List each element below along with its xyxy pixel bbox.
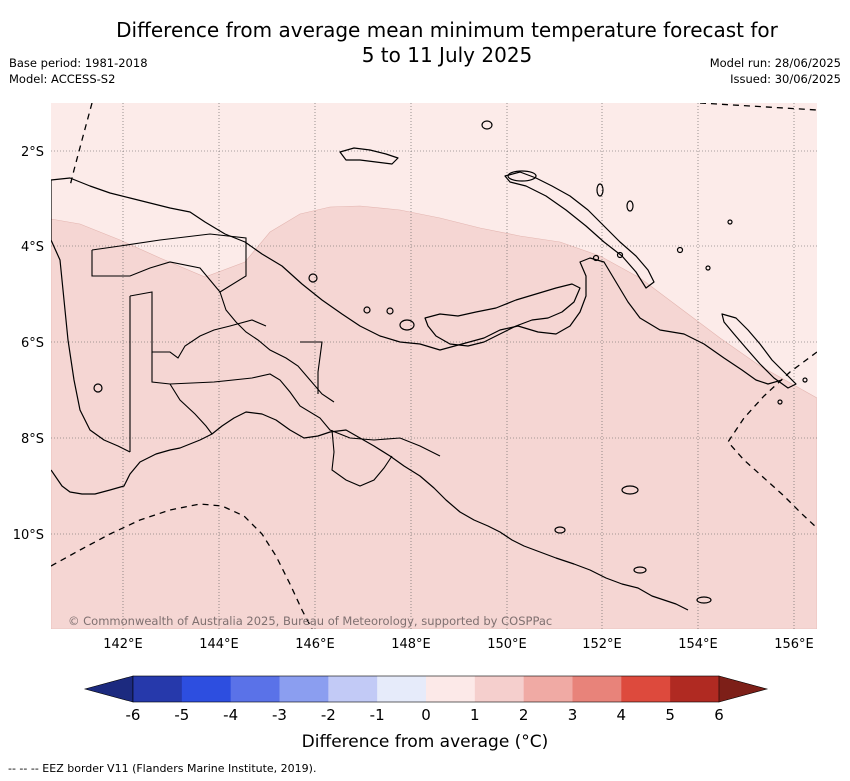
meta-left: Base period: 1981-2018 Model: ACCESS-S2: [9, 55, 148, 87]
colorbar-tick-label: -5: [174, 706, 189, 724]
colorbar-tick-label: 3: [568, 706, 578, 724]
colorbar-segment: [181, 676, 232, 702]
anomaly-zone-1-2: [51, 205, 817, 629]
lat-labels: 2°S 4°S 6°S 8°S 10°S: [13, 145, 44, 543]
lon-label-142e: 142°E: [103, 637, 143, 652]
issued-date: Issued: 30/06/2025: [730, 72, 841, 86]
title-line-2: 5 to 11 July 2025: [361, 43, 533, 67]
lat-label-8s: 8°S: [21, 432, 44, 447]
title-line-1: Difference from average mean minimum tem…: [116, 18, 778, 42]
lat-label-10s: 10°S: [13, 528, 44, 543]
colorbar-tick-label: -4: [223, 706, 238, 724]
border-lines: [91, 233, 441, 487]
colorbar-tick-label: 4: [617, 706, 627, 724]
map-title: Difference from average mean minimum tem…: [0, 18, 850, 68]
colorbar-under-arrow: [83, 675, 134, 703]
meta-right: Model run: 28/06/2025 Issued: 30/06/2025: [710, 55, 841, 87]
colorbar: -6 -5 -4 -3 -2 -1 0 1 2 3 4 5 6: [83, 675, 769, 724]
colorbar-segment: [523, 676, 573, 702]
graticule: [51, 103, 817, 629]
colorbar-over-arrow: [718, 675, 769, 703]
colorbar-tick-label: 2: [519, 706, 529, 724]
colorbar-tick-label: -3: [272, 706, 287, 724]
lon-label-144e: 144°E: [199, 637, 239, 652]
colorbar-tick-label: -1: [370, 706, 385, 724]
lat-label-4s: 4°S: [21, 240, 44, 255]
model-run: Model run: 28/06/2025: [709, 56, 841, 70]
model-name: Model: ACCESS-S2: [9, 72, 116, 86]
lat-label-2s: 2°S: [21, 145, 44, 160]
colorbar-segment: [426, 676, 476, 702]
copyright-text: © Commonwealth of Australia 2025, Bureau…: [68, 614, 552, 628]
base-period: Base period: 1981-2018: [9, 56, 148, 70]
colorbar-segment: [328, 676, 378, 702]
lat-label-6s: 6°S: [21, 336, 44, 351]
colorbar-segment: [670, 676, 720, 702]
colorbar-tick-label: -6: [126, 706, 141, 724]
colorbar-segment: [474, 676, 525, 702]
lon-label-156e: 156°E: [774, 637, 814, 652]
colorbar-tick-label: 5: [665, 706, 675, 724]
colorbar-segment: [279, 676, 329, 702]
lon-label-152e: 152°E: [582, 637, 622, 652]
lon-label-146e: 146°E: [295, 637, 335, 652]
colorbar-segment: [621, 676, 671, 702]
colorbar-segment: [133, 676, 183, 702]
eez-border: [51, 103, 817, 629]
colorbar-segment: [572, 676, 622, 702]
lon-label-150e: 150°E: [487, 637, 527, 652]
lon-labels: 142°E 144°E 146°E 148°E 150°E 152°E 154°…: [103, 637, 814, 652]
colorbar-tick-label: -2: [321, 706, 336, 724]
colorbar-tick-label: 1: [470, 706, 480, 724]
eez-legend-note: -- -- -- EEZ border V11 (Flanders Marine…: [8, 762, 317, 775]
colorbar-tick-label: 6: [714, 706, 724, 724]
colorbar-frame: [132, 675, 720, 703]
colorbar-tick-label: 0: [421, 706, 431, 724]
colorbar-segment: [230, 676, 280, 702]
colorbar-title: Difference from average (°C): [301, 732, 549, 752]
lon-label-148e: 148°E: [391, 637, 431, 652]
lon-label-154e: 154°E: [678, 637, 718, 652]
colorbar-segment: [377, 676, 427, 702]
coastline: [51, 120, 808, 611]
